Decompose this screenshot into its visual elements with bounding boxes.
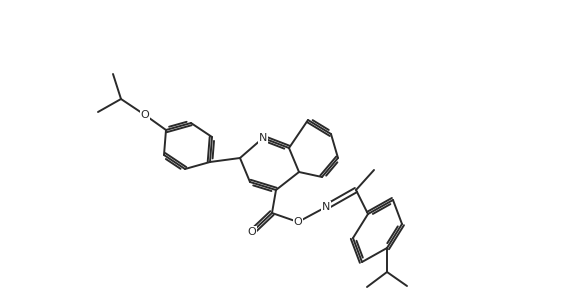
Text: O: O: [294, 217, 302, 227]
Text: N: N: [322, 202, 330, 212]
Text: O: O: [248, 227, 256, 237]
Text: N: N: [259, 133, 267, 143]
Text: O: O: [140, 110, 149, 120]
